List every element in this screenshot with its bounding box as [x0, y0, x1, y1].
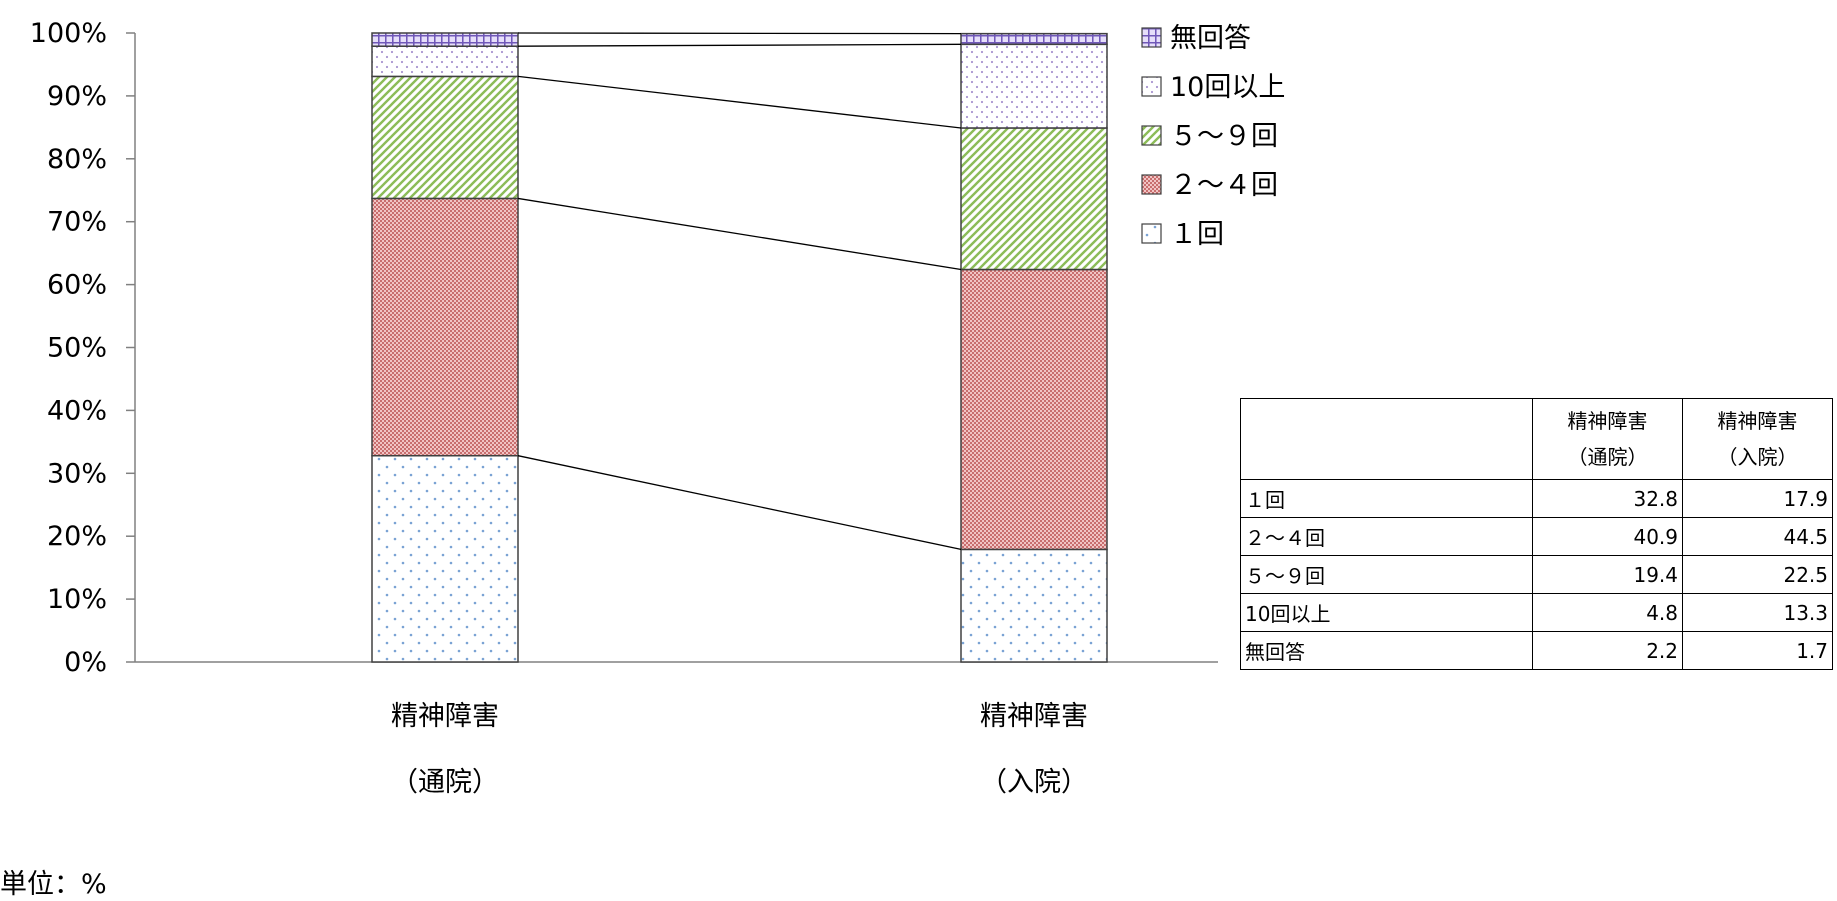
series-connector-line: [517, 75, 962, 129]
bar-segment: [371, 45, 519, 78]
legend-item: ２～４回: [1141, 170, 1278, 201]
legend-label: 10回以上: [1170, 72, 1285, 103]
legend-label: ５～９回: [1170, 121, 1278, 152]
legend-label: １回: [1170, 219, 1224, 250]
table-cell-a: 4.8: [1532, 593, 1683, 632]
legend-swatch: [1141, 27, 1162, 48]
legend-item: 10回以上: [1141, 72, 1285, 103]
table-row: １回 32.8 17.9: [1240, 479, 1833, 518]
data-table: 精神障害 （通院） 精神障害 （入院） １回 32.8 17.9 ２～４回 40…: [1240, 398, 1833, 670]
bar-segment: [960, 43, 1108, 129]
table-row-label: ２～４回: [1240, 517, 1533, 556]
legend-label: ２～４回: [1170, 170, 1278, 201]
x-axis-labels: 精神障害 （通院） 精神障害 （入院）: [391, 701, 1088, 798]
y-tick-label: 40%: [47, 395, 107, 426]
table-cell-b: 1.7: [1682, 631, 1833, 670]
table-corner-cell: [1240, 398, 1533, 480]
y-tick-label: 50%: [47, 333, 107, 364]
y-tick-label: 80%: [47, 144, 107, 175]
legend: 無回答 10回以上 ５～９回 ２～４回 １回: [1141, 23, 1285, 250]
legend-swatch: [1141, 174, 1162, 195]
table-row-label: 無回答: [1240, 631, 1533, 670]
bar-segment: [371, 75, 519, 200]
table-cell-b: 13.3: [1682, 593, 1833, 632]
table-header-a-line1: 精神障害: [1567, 409, 1648, 433]
table-header-b-line2: （入院）: [1717, 445, 1798, 469]
series-lines: [517, 32, 962, 551]
bar-segment: [960, 548, 1108, 663]
bar-segment: [371, 454, 519, 663]
x-category-label: （入院）: [980, 767, 1088, 798]
series-connector-line: [517, 455, 962, 551]
table-row-label: ５～９回: [1240, 555, 1533, 594]
legend-swatch: [1141, 223, 1162, 244]
table-cell-a: 19.4: [1532, 555, 1683, 594]
legend-item: 無回答: [1141, 23, 1251, 54]
legend-item: １回: [1141, 219, 1224, 250]
table-header-row: 精神障害 （通院） 精神障害 （入院）: [1240, 398, 1833, 480]
table-row: ２～４回 40.9 44.5: [1240, 517, 1833, 556]
bar-segment: [960, 32, 1108, 46]
table-cell-a: 32.8: [1532, 479, 1683, 518]
y-tick-label: 60%: [47, 270, 107, 301]
series-connector-line: [517, 43, 962, 47]
table-header-b-line1: 精神障害: [1717, 409, 1798, 433]
bars: [371, 32, 1108, 663]
table-row-label: １回: [1240, 479, 1533, 518]
table-cell-a: 40.9: [1532, 517, 1683, 556]
bar-segment: [960, 127, 1108, 271]
series-connector-line: [517, 32, 962, 35]
y-tick-label: 100%: [30, 18, 107, 49]
y-tick-label: 0%: [64, 647, 107, 678]
unit-label: 単位：%: [0, 869, 107, 900]
legend-swatch: [1141, 76, 1162, 97]
bar-segment: [371, 32, 519, 47]
table-row-label: 10回以上: [1240, 593, 1533, 632]
table-cell-a: 2.2: [1532, 631, 1683, 670]
legend-label: 無回答: [1170, 23, 1251, 54]
y-tick-label: 30%: [47, 458, 107, 489]
x-category-label: （通院）: [391, 767, 499, 798]
y-tick-label: 10%: [47, 584, 107, 615]
table-header-a: 精神障害 （通院）: [1532, 398, 1683, 480]
table-header-a-line2: （通院）: [1567, 445, 1648, 469]
legend-item: ５～９回: [1141, 121, 1278, 152]
table-row: ５～９回 19.4 22.5: [1240, 555, 1833, 594]
legend-swatch: [1141, 125, 1162, 146]
table-cell-b: 44.5: [1682, 517, 1833, 556]
y-tick-label: 70%: [47, 207, 107, 238]
series-connector-line: [517, 197, 962, 271]
y-axis: 0% 10% 20% 30% 40% 50% 60% 70% 80% 90% 100%: [30, 18, 1218, 678]
table-row: 10回以上 4.8 13.3: [1240, 593, 1833, 632]
table-header-b: 精神障害 （入院）: [1682, 398, 1833, 480]
bar-segment: [371, 197, 519, 457]
x-category-label: 精神障害: [980, 701, 1088, 732]
y-tick-label: 20%: [47, 521, 107, 552]
table-cell-b: 22.5: [1682, 555, 1833, 594]
bar-segment: [960, 268, 1108, 551]
table-cell-b: 17.9: [1682, 479, 1833, 518]
y-tick-label: 90%: [47, 81, 107, 112]
x-category-label: 精神障害: [391, 701, 499, 732]
table-row: 無回答 2.2 1.7: [1240, 631, 1833, 670]
